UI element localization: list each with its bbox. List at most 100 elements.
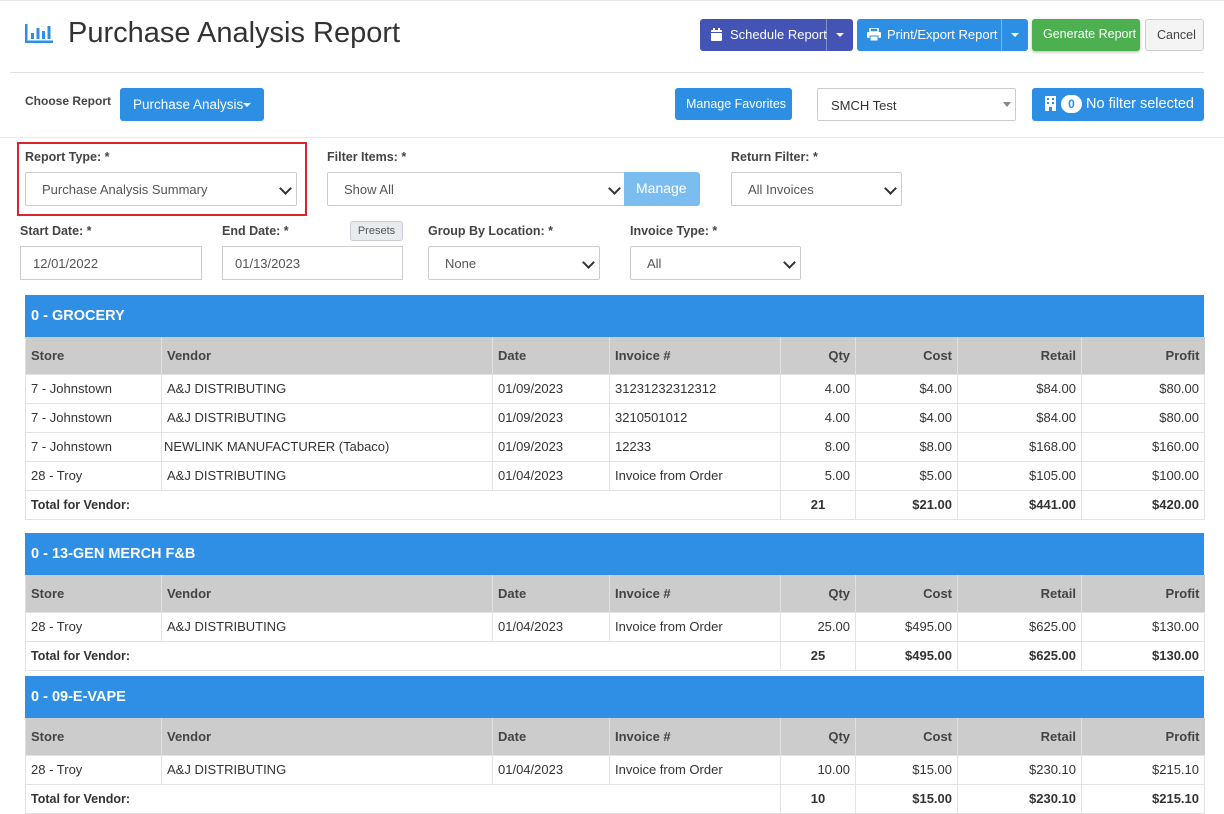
column-header[interactable]: Profit (1081, 718, 1205, 755)
column-header[interactable]: Store (25, 575, 162, 612)
section-title: 0 - 09-E-VAPE (25, 676, 1204, 718)
group-by-select[interactable]: None (428, 246, 600, 280)
column-header[interactable]: Qty (780, 337, 856, 374)
print-dropdown-toggle[interactable] (1001, 19, 1028, 51)
print-export-button[interactable]: Print/Export Report (857, 19, 1028, 51)
table-cell: 7 - Johnstown (25, 402, 162, 433)
column-header[interactable]: Cost (855, 337, 958, 374)
choose-report-dropdown[interactable]: Purchase Analysis (120, 88, 264, 121)
caret-down-icon (1003, 102, 1011, 107)
start-date-value: 12/01/2022 (33, 256, 99, 271)
invoice-type-select[interactable]: All (630, 246, 801, 280)
manage-favorites-button[interactable]: Manage Favorites (675, 88, 792, 120)
chevron-down-icon (279, 182, 292, 195)
filter-label: No filter selected (1086, 96, 1194, 112)
schedule-report-label: Schedule Report (730, 27, 827, 42)
column-header[interactable]: Profit (1081, 337, 1205, 374)
column-header[interactable]: Profit (1081, 575, 1205, 612)
column-header[interactable]: Invoice # (609, 718, 781, 755)
table-cell: 31231232312312 (609, 373, 781, 404)
table-cell: Invoice from Order (609, 460, 781, 491)
section-divider (0, 137, 1224, 138)
column-header[interactable]: Date (492, 337, 610, 374)
column-header[interactable]: Cost (855, 575, 958, 612)
chevron-down-icon (783, 256, 796, 269)
column-header[interactable]: Store (25, 718, 162, 755)
column-header[interactable]: Retail (957, 718, 1082, 755)
table-cell: Invoice from Order (609, 754, 781, 785)
table-cell: $160.00 (1081, 431, 1205, 462)
choose-report-label: Choose Report (25, 94, 112, 108)
generate-report-label: Generate Report (1043, 27, 1137, 41)
column-header[interactable]: Vendor (161, 337, 493, 374)
column-header[interactable]: Vendor (161, 575, 493, 612)
table-cell: 28 - Troy (25, 611, 162, 642)
total-cost: $21.00 (855, 489, 958, 520)
filter-items-select[interactable]: Show All (327, 172, 625, 206)
table-cell: 12233 (609, 431, 781, 462)
table-row: 28 - Troy A&J DISTRIBUTING 01/04/2023 Invoi… (25, 611, 1205, 642)
filter-items-value: Show All (344, 182, 394, 197)
calendar-icon (711, 28, 722, 41)
table-cell: A&J DISTRIBUTING (161, 754, 493, 785)
report-type-label: Report Type: * (25, 150, 110, 164)
total-profit: $420.00 (1081, 489, 1205, 520)
column-header[interactable]: Retail (957, 575, 1082, 612)
column-header[interactable]: Qty (780, 575, 856, 612)
choose-report-value: Purchase Analysis (133, 97, 244, 112)
table-cell: 10.00 (780, 754, 856, 785)
table-header-row: Store Vendor Date Invoice # Qty Cost Retail Pro… (25, 575, 1205, 612)
table-cell: 01/04/2023 (492, 460, 610, 491)
filter-items-label: Filter Items: * (327, 150, 407, 164)
location-filter-button[interactable]: 0 No filter selected (1032, 88, 1204, 121)
store-select[interactable]: SMCH Test (817, 88, 1016, 121)
manage-filter-items-button[interactable]: Manage (624, 172, 700, 206)
schedule-report-button[interactable]: Schedule Report (700, 19, 853, 51)
table-cell: 7 - Johnstown (25, 373, 162, 404)
table-cell: $168.00 (957, 431, 1082, 462)
table-cell: $8.00 (855, 431, 958, 462)
cancel-button[interactable]: Cancel (1145, 19, 1204, 51)
column-header[interactable]: Qty (780, 718, 856, 755)
bar-chart-icon (25, 24, 53, 43)
table-row: 7 - Johnstown A&J DISTRIBUTING 01/09/2023 3… (25, 402, 1205, 433)
return-filter-select[interactable]: All Invoices (731, 172, 902, 206)
table-cell: Invoice from Order (609, 611, 781, 642)
table-cell: A&J DISTRIBUTING (161, 611, 493, 642)
table-cell: 01/09/2023 (492, 402, 610, 433)
presets-button[interactable]: Presets (350, 221, 403, 241)
schedule-dropdown-toggle[interactable] (826, 19, 853, 51)
table-cell: 3210501012 (609, 402, 781, 433)
report-section: 0 - 13-GEN MERCH F&B Store Vendor Date Invoi… (25, 533, 1205, 671)
total-retail: $625.00 (957, 640, 1082, 671)
table-cell: $80.00 (1081, 373, 1205, 404)
start-date-label: Start Date: * (20, 224, 92, 238)
total-qty: 10 (780, 783, 856, 814)
start-date-input[interactable]: 12/01/2022 (20, 246, 202, 280)
column-header[interactable]: Invoice # (609, 575, 781, 612)
total-row: Total for Vendor: 21 $21.00 $441.00 $420.00 (25, 489, 1205, 520)
column-header[interactable]: Invoice # (609, 337, 781, 374)
column-header[interactable]: Date (492, 575, 610, 612)
report-section: 0 - 09-E-VAPE Store Vendor Date Invoice # Qty… (25, 676, 1205, 814)
generate-report-button[interactable]: Generate Report (1032, 19, 1140, 51)
table-cell: $495.00 (855, 611, 958, 642)
column-header[interactable]: Retail (957, 337, 1082, 374)
total-label: Total for Vendor: (25, 489, 781, 520)
table-cell: $215.10 (1081, 754, 1205, 785)
page-title: Purchase Analysis Report (68, 17, 401, 49)
column-header[interactable]: Date (492, 718, 610, 755)
chevron-down-icon (884, 182, 897, 195)
report-type-select[interactable]: Purchase Analysis Summary (25, 172, 297, 206)
column-header[interactable]: Cost (855, 718, 958, 755)
table-cell: A&J DISTRIBUTING (161, 402, 493, 433)
return-filter-value: All Invoices (748, 182, 814, 197)
end-date-input[interactable]: 01/13/2023 (222, 246, 403, 280)
section-title: 0 - GROCERY (25, 295, 1204, 337)
return-filter-label: Return Filter: * (731, 150, 818, 164)
table-cell: $4.00 (855, 373, 958, 404)
column-header[interactable]: Store (25, 337, 162, 374)
table-cell: $80.00 (1081, 402, 1205, 433)
end-date-value: 01/13/2023 (235, 256, 301, 271)
column-header[interactable]: Vendor (161, 718, 493, 755)
